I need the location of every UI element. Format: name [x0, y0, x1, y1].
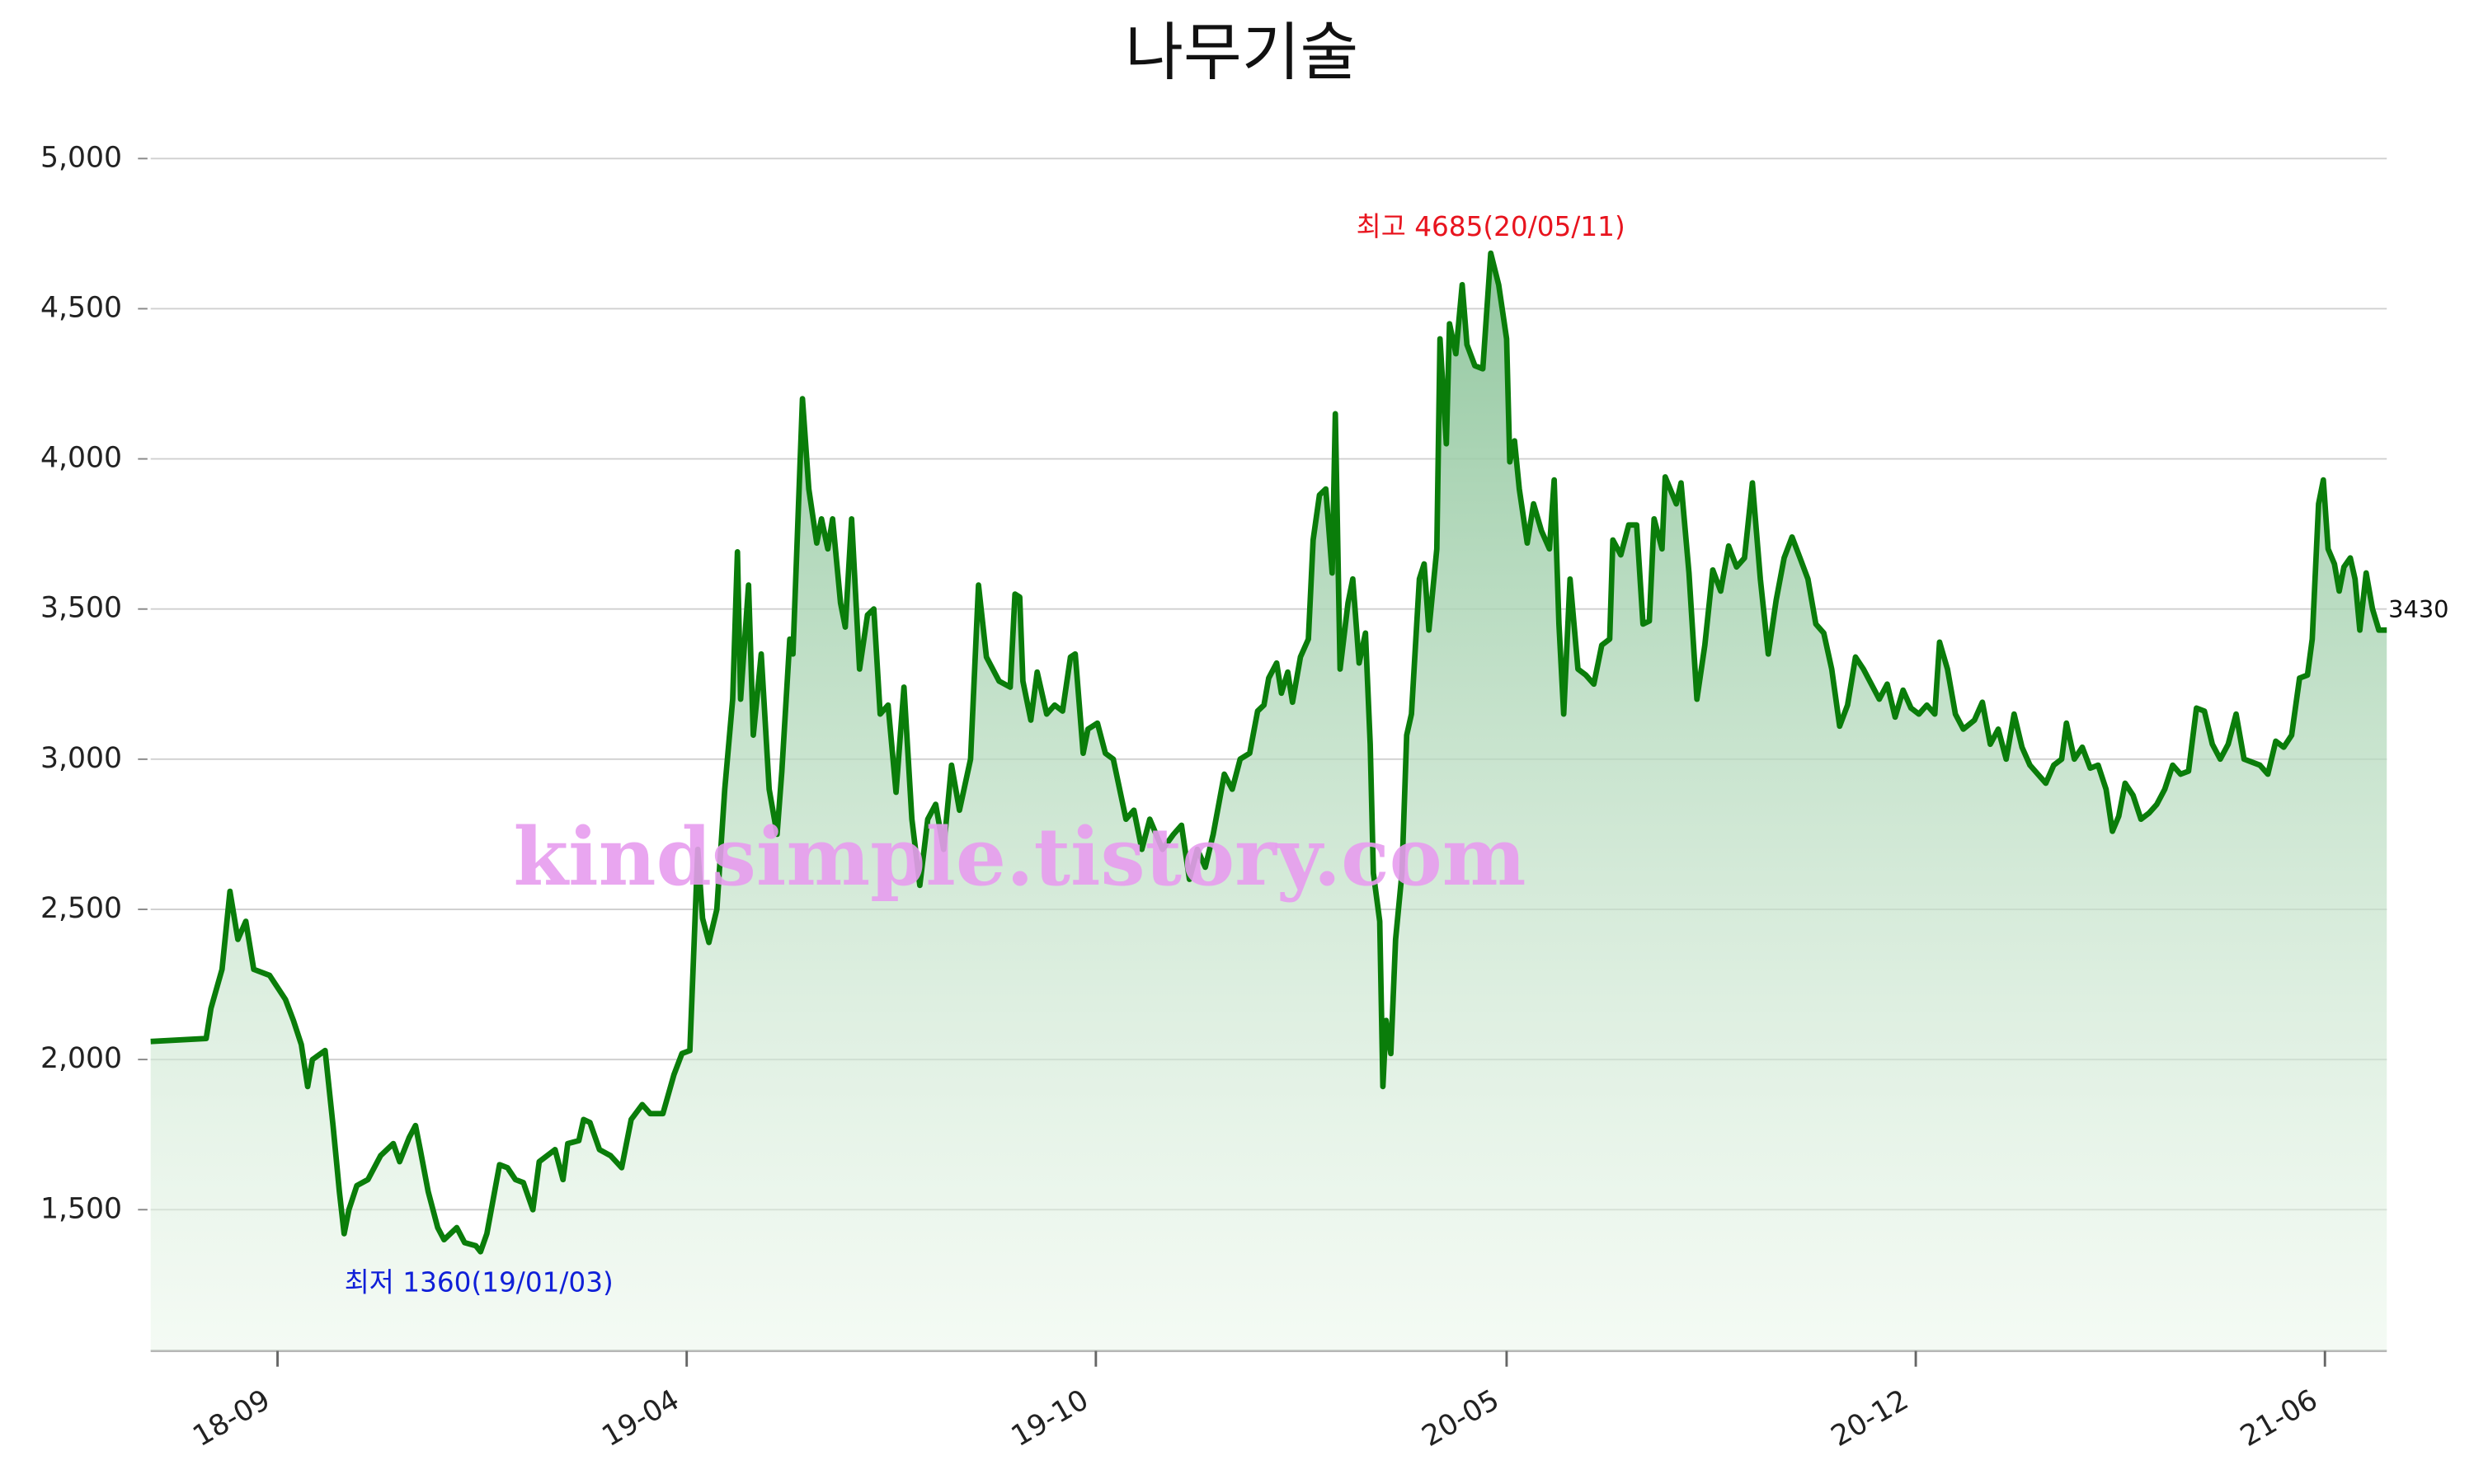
y-tick-label: 4,000: [40, 442, 122, 475]
x-tick-label: 20-12: [1826, 1383, 1914, 1453]
high-annotation: 최고 4685(20/05/11): [1357, 211, 1625, 242]
y-tick-label: 5,000: [40, 141, 122, 174]
chart-title: 나무기술: [1125, 16, 1358, 90]
watermark: kindsimple.tistory.com: [514, 810, 1526, 904]
y-tick-label: 3,500: [40, 592, 122, 625]
x-tick-label: 19-04: [597, 1383, 685, 1453]
y-tick-label: 4,500: [40, 291, 122, 324]
x-tick-label: 21-06: [2235, 1383, 2323, 1453]
y-tick-label: 2,000: [40, 1042, 122, 1075]
price-area: [150, 253, 2387, 1351]
y-tick-label: 2,500: [40, 892, 122, 925]
low-annotation: 최저 1360(19/01/03): [345, 1267, 614, 1298]
y-tick-label: 3,000: [40, 742, 122, 775]
last-value-label: 3430: [2388, 595, 2448, 623]
price-line: [150, 250, 2387, 1255]
y-tick-label: 1,500: [40, 1192, 122, 1225]
x-tick-label: 19-10: [1006, 1383, 1094, 1453]
x-tick-label: 20-05: [1417, 1383, 1505, 1453]
x-tick-label: 18-09: [187, 1383, 275, 1453]
